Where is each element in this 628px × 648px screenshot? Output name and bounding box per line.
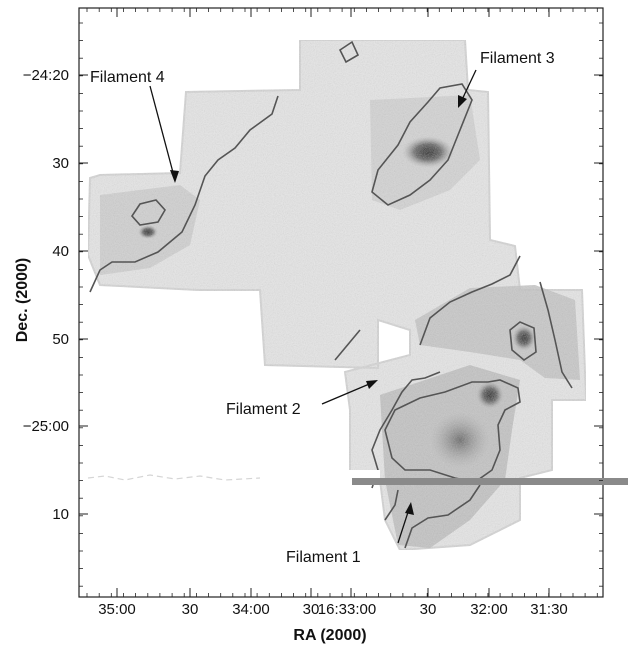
label-filament-4: Filament 4 — [90, 69, 165, 86]
contour-filament-4 — [89, 95, 279, 293]
contour-south-outer — [404, 484, 481, 549]
x-tick-label: 30 — [303, 601, 320, 618]
arrowhead-filament-4 — [170, 170, 179, 183]
y-tick-label: 10 — [52, 506, 69, 523]
contour-south-west — [384, 489, 399, 521]
y-tick-label: 50 — [52, 331, 69, 348]
x-tick-label: 30 — [420, 601, 437, 618]
x-tick-label: 16:33:00 — [318, 601, 376, 618]
arrowhead-filament-1 — [405, 502, 414, 515]
core-south-2 — [430, 412, 490, 468]
core-west — [138, 225, 158, 239]
contours — [89, 40, 573, 549]
core-north — [402, 136, 454, 168]
contour-filament-1 — [384, 379, 521, 483]
contour-east-core — [509, 321, 537, 361]
arrowhead-filament-3 — [458, 95, 467, 108]
arrow-filament-4 — [149, 85, 176, 181]
arrow-filament-2 — [321, 381, 375, 405]
y-tick-label: −25:00 — [23, 418, 69, 435]
contour-west-loop — [130, 199, 166, 226]
x-tick-label: 31:30 — [530, 601, 568, 618]
y-tick-label: 30 — [52, 155, 69, 172]
arrowhead-filament-2 — [366, 380, 378, 389]
contour-north-small — [338, 40, 360, 64]
x-tick-label: 34:00 — [232, 601, 270, 618]
contour-center-south — [334, 329, 361, 361]
y-tick-label: 40 — [52, 243, 69, 260]
label-filament-1: Filament 1 — [286, 549, 361, 566]
contour-east — [419, 255, 521, 346]
x-tick-label: 32:00 — [470, 601, 508, 618]
label-filament-3: Filament 3 — [480, 50, 555, 67]
x-axis-title: RA (2000) — [293, 627, 366, 644]
y-axis-title: Dec. (2000) — [14, 258, 31, 343]
contour-filament-3 — [371, 83, 473, 206]
core-east — [512, 325, 536, 351]
map-gap-residue — [87, 474, 261, 481]
y-tick-label: −24:20 — [23, 67, 69, 84]
contour-east-edge — [539, 281, 573, 389]
label-filament-2: Filament 2 — [226, 401, 301, 418]
core-south — [476, 381, 504, 409]
map-shade-east — [415, 285, 580, 380]
artifact-bar — [352, 478, 628, 485]
annotations: Filament 4 Filament 3 Filament 2 Filamen… — [90, 50, 555, 566]
map-gap — [80, 470, 380, 484]
x-tick-label: 35:00 — [98, 601, 136, 618]
contour-filament-2 — [371, 371, 441, 489]
x-tick-label: 30 — [182, 601, 199, 618]
